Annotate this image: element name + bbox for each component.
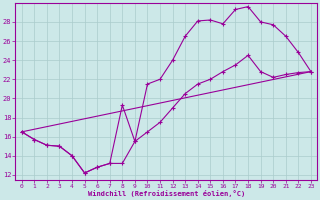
X-axis label: Windchill (Refroidissement éolien,°C): Windchill (Refroidissement éolien,°C) xyxy=(88,190,245,197)
